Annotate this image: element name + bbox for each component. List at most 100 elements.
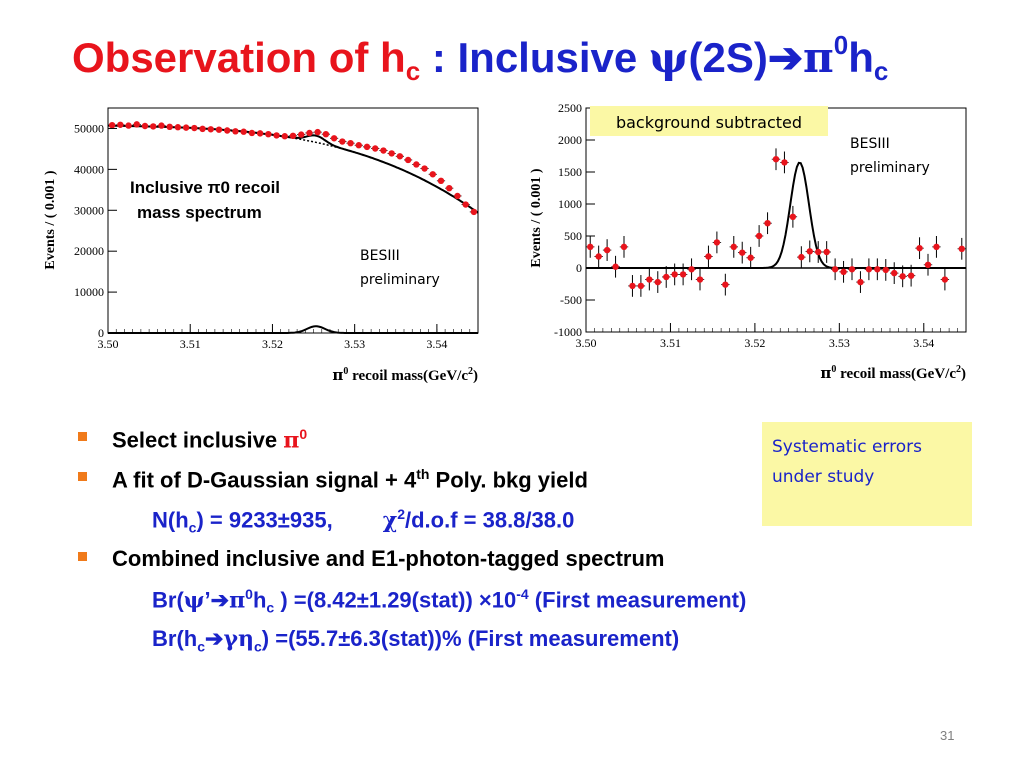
title-h-sub: c (873, 56, 889, 86)
background-subtracted-svg: 3.50 3.51 3.52 3.53 3.54 -1000 -500 0 500 1000 150… (529, 101, 967, 382)
x-tick-label: 3.53 (829, 336, 850, 350)
data-point (133, 121, 140, 128)
bullet-marker (78, 552, 87, 561)
data-point (848, 266, 856, 273)
data-point (730, 243, 737, 251)
data-point (747, 254, 754, 261)
data-point (289, 132, 297, 140)
data-point (330, 135, 338, 142)
title-pi-sup: 0 (833, 30, 849, 60)
data-point (663, 273, 670, 281)
data-point (654, 278, 661, 286)
y-tick-label: 0 (576, 261, 582, 275)
data-point (232, 128, 239, 135)
data-point (941, 276, 949, 283)
bullet-select-inclusive: Select inclusive π0 (78, 426, 307, 453)
data-point (874, 266, 881, 273)
bullet-marker (78, 472, 87, 481)
data-point (207, 126, 214, 133)
data-point (388, 150, 395, 157)
data-point (815, 248, 822, 256)
title-part1: Observation of h (72, 34, 406, 81)
data-point (470, 208, 478, 216)
x-tick-label: 3.51 (180, 337, 201, 351)
title-pi: π (803, 33, 834, 82)
data-point (421, 165, 428, 172)
y-tick-label: 1000 (558, 197, 582, 211)
y-tick-label: 40000 (74, 162, 104, 176)
data-point (174, 124, 182, 131)
fit-yield-line: N(hc) = 9233±935, χ2/d.o.f = 38.8/38.0 (152, 506, 575, 536)
x-tick-label: 3.51 (660, 336, 681, 350)
data-point (891, 269, 898, 277)
besiii-label: BESIII (360, 248, 400, 264)
data-point (182, 124, 190, 131)
data-point (933, 243, 940, 251)
title-part1-sub: c (405, 56, 421, 86)
systematics-line1: Systematic errors (772, 437, 922, 457)
x-tick-label: 3.54 (913, 336, 934, 350)
data-point (772, 156, 780, 163)
data-point (117, 121, 124, 128)
y-tick-label: 10000 (74, 285, 104, 299)
data-point (306, 129, 313, 137)
data-point (158, 122, 165, 129)
besiii-label: BESIII (850, 136, 890, 152)
data-point (454, 192, 461, 200)
title-part2: : Inclusive (420, 34, 649, 81)
systematics-note-box: Systematic errors under study (762, 422, 972, 526)
y-axis-label: Events / ( 0.001 ) (529, 168, 544, 268)
data-point (679, 271, 687, 278)
y-axis-label: Events / ( 0.001 ) (43, 170, 58, 270)
data-point (840, 268, 847, 276)
y-tick-label: 2500 (558, 101, 582, 115)
data-point (865, 266, 873, 273)
data-point (166, 123, 173, 131)
data-point (314, 128, 321, 136)
x-axis-label: π0 recoil mass(GeV/c2) (820, 364, 966, 382)
data-point (831, 266, 839, 273)
data-point (273, 132, 280, 139)
x-tick-label: 3.52 (744, 336, 765, 350)
data-point (713, 239, 721, 246)
title-arrow: ➔ (767, 33, 804, 82)
data-point (781, 159, 788, 166)
data-point (587, 243, 594, 251)
data-point (789, 213, 797, 220)
data-point (322, 130, 330, 138)
x-tick-label: 3.52 (262, 337, 283, 351)
data-point (240, 128, 247, 135)
data-point (380, 147, 387, 154)
y-tick-label: 20000 (74, 244, 104, 258)
inclusive-spectrum-svg: 3.50 3.51 3.52 3.53 3.54 0 10000 20000 30000 4000… (43, 107, 479, 384)
data-point (355, 142, 362, 149)
data-point (413, 161, 420, 168)
data-point (646, 276, 653, 283)
data-point (339, 138, 346, 145)
data-point (857, 278, 864, 286)
data-point (429, 171, 436, 178)
data-point (248, 129, 256, 137)
data-point (823, 248, 830, 256)
data-point (462, 201, 469, 208)
y-tick-label: -500 (560, 293, 582, 307)
data-point (806, 248, 813, 255)
data-point (882, 266, 889, 274)
inclusive-spectrum-chart: 3.50 3.51 3.52 3.53 3.54 0 10000 20000 30000 4000… (38, 98, 488, 390)
title-h: h (848, 34, 874, 81)
data-point (755, 232, 763, 240)
data-point (150, 123, 157, 130)
y-tick-label: 1500 (558, 165, 582, 179)
background-subtracted-tag: background subtracted (616, 113, 802, 132)
data-point (108, 121, 116, 129)
data-point (688, 266, 695, 273)
preliminary-label: preliminary (850, 160, 930, 176)
signal-curve (108, 325, 478, 334)
data-point (363, 143, 371, 151)
data-point (924, 261, 932, 268)
data-point (696, 276, 704, 283)
data-point (372, 145, 379, 152)
page-number: 31 (940, 728, 955, 743)
systematics-line2: under study (772, 467, 875, 487)
data-point (671, 271, 678, 278)
